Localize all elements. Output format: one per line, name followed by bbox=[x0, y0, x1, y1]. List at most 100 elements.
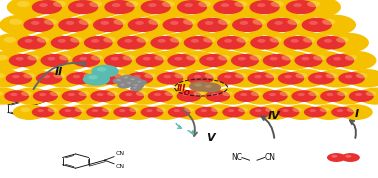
Circle shape bbox=[39, 3, 48, 7]
Circle shape bbox=[326, 54, 354, 67]
Circle shape bbox=[148, 3, 156, 7]
Circle shape bbox=[101, 21, 109, 25]
Text: IV: IV bbox=[268, 111, 281, 121]
Circle shape bbox=[249, 107, 272, 117]
Circle shape bbox=[218, 19, 231, 25]
Circle shape bbox=[336, 37, 349, 43]
Circle shape bbox=[84, 73, 96, 78]
Circle shape bbox=[113, 19, 127, 25]
Circle shape bbox=[265, 73, 277, 78]
Circle shape bbox=[128, 88, 164, 105]
Circle shape bbox=[349, 90, 374, 102]
Circle shape bbox=[324, 39, 332, 43]
Circle shape bbox=[113, 107, 136, 117]
Text: CN: CN bbox=[116, 151, 125, 156]
Circle shape bbox=[226, 69, 265, 88]
Circle shape bbox=[280, 91, 290, 96]
Circle shape bbox=[194, 33, 236, 53]
Circle shape bbox=[213, 0, 243, 14]
Circle shape bbox=[91, 39, 99, 43]
Circle shape bbox=[333, 57, 341, 61]
Text: NC: NC bbox=[231, 153, 242, 162]
Circle shape bbox=[174, 73, 186, 78]
Circle shape bbox=[312, 15, 356, 35]
Circle shape bbox=[33, 90, 58, 102]
Circle shape bbox=[337, 91, 348, 96]
Circle shape bbox=[302, 18, 332, 32]
Text: O: O bbox=[183, 90, 189, 96]
Circle shape bbox=[227, 33, 269, 53]
Circle shape bbox=[127, 82, 131, 84]
Circle shape bbox=[300, 88, 336, 105]
Circle shape bbox=[14, 69, 54, 88]
Circle shape bbox=[168, 107, 191, 117]
Circle shape bbox=[174, 109, 180, 112]
Circle shape bbox=[286, 0, 316, 14]
Circle shape bbox=[96, 72, 123, 85]
Circle shape bbox=[157, 72, 183, 85]
Circle shape bbox=[208, 15, 252, 35]
Circle shape bbox=[345, 55, 357, 61]
Circle shape bbox=[310, 109, 316, 112]
Circle shape bbox=[167, 54, 195, 67]
Circle shape bbox=[236, 37, 249, 43]
Circle shape bbox=[134, 79, 147, 85]
Circle shape bbox=[257, 3, 265, 7]
Circle shape bbox=[301, 57, 309, 61]
Circle shape bbox=[103, 37, 116, 43]
Circle shape bbox=[297, 0, 341, 17]
Circle shape bbox=[51, 36, 79, 49]
Circle shape bbox=[347, 108, 357, 112]
Circle shape bbox=[163, 75, 171, 78]
Circle shape bbox=[145, 51, 186, 70]
Circle shape bbox=[253, 19, 266, 25]
Circle shape bbox=[103, 75, 110, 78]
Circle shape bbox=[325, 73, 338, 78]
Circle shape bbox=[79, 0, 123, 17]
Circle shape bbox=[117, 82, 131, 89]
Circle shape bbox=[277, 15, 321, 35]
Circle shape bbox=[309, 21, 318, 25]
Circle shape bbox=[174, 57, 182, 61]
Circle shape bbox=[163, 18, 193, 32]
Circle shape bbox=[45, 69, 84, 88]
Circle shape bbox=[205, 85, 212, 88]
Circle shape bbox=[291, 39, 299, 43]
Circle shape bbox=[184, 36, 212, 49]
Circle shape bbox=[209, 51, 249, 70]
Circle shape bbox=[285, 104, 318, 120]
Circle shape bbox=[53, 73, 65, 78]
Circle shape bbox=[257, 39, 265, 43]
Circle shape bbox=[32, 107, 54, 117]
Circle shape bbox=[331, 107, 354, 117]
Circle shape bbox=[0, 15, 43, 35]
Circle shape bbox=[195, 107, 218, 117]
Circle shape bbox=[34, 15, 78, 35]
Circle shape bbox=[265, 108, 275, 112]
Circle shape bbox=[9, 19, 22, 25]
Circle shape bbox=[84, 36, 113, 49]
Circle shape bbox=[205, 21, 213, 25]
Circle shape bbox=[200, 83, 221, 93]
Circle shape bbox=[156, 108, 166, 112]
Circle shape bbox=[121, 84, 125, 86]
Circle shape bbox=[218, 55, 230, 61]
Circle shape bbox=[102, 108, 112, 112]
Circle shape bbox=[271, 88, 308, 105]
Circle shape bbox=[0, 69, 23, 88]
Circle shape bbox=[111, 57, 119, 61]
Circle shape bbox=[23, 18, 54, 32]
Circle shape bbox=[240, 51, 281, 70]
Circle shape bbox=[282, 109, 289, 112]
Circle shape bbox=[203, 37, 216, 43]
Circle shape bbox=[114, 73, 126, 78]
Circle shape bbox=[90, 90, 115, 102]
Circle shape bbox=[17, 36, 46, 49]
Circle shape bbox=[248, 72, 274, 85]
Text: I: I bbox=[355, 109, 359, 119]
Circle shape bbox=[224, 39, 232, 43]
Circle shape bbox=[201, 109, 207, 112]
Circle shape bbox=[240, 21, 248, 25]
Circle shape bbox=[93, 18, 123, 32]
Circle shape bbox=[345, 75, 352, 78]
